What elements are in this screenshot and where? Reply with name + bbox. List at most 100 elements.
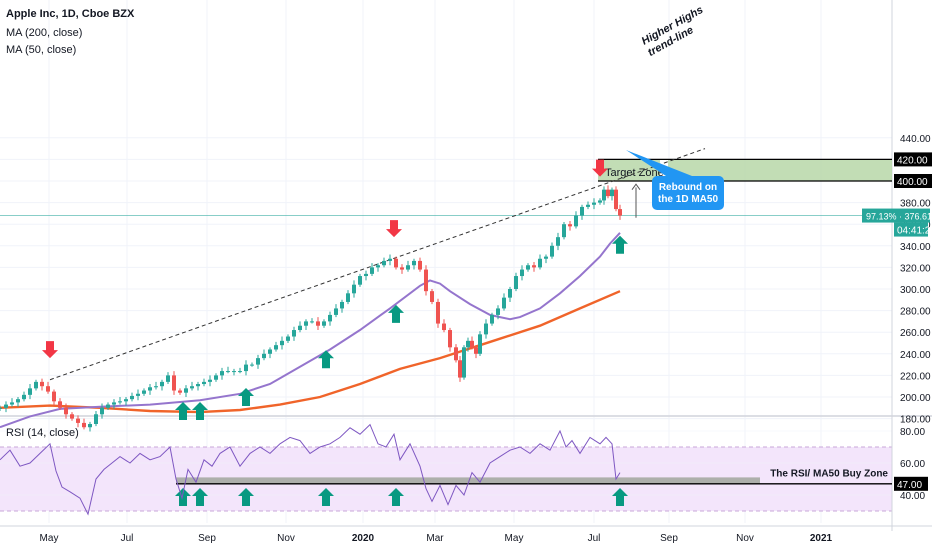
candle-body [184,388,188,393]
candle-body [550,245,554,257]
buy-arrow [175,402,191,421]
candle-body [196,384,200,387]
candle-body [34,381,38,389]
candle-body [436,301,440,324]
candle-body [310,321,314,323]
candle-body [118,401,122,403]
candle-body [274,345,278,350]
candle-body [454,347,458,361]
candle-body [520,269,524,277]
rsi-buy-arrow [175,488,191,506]
candle-body [250,364,254,366]
candle-body [466,340,470,348]
candle-body [334,308,338,315]
candle-body [292,330,296,337]
projection-arrow-head [631,183,641,190]
rsi-buy-arrow [192,488,208,506]
rsi-level-badge-text: 47.00 [897,480,922,491]
x-tick-label: Sep [198,533,216,544]
badge-420-bg [894,152,932,167]
rsi-level-badge: 47.00 [894,476,928,491]
rsi-tick-label: 60.00 [900,459,925,470]
candle-body [100,407,104,415]
x-tick-label: Mar [426,533,444,544]
candle-body [0,407,2,409]
x-tick-label: Sep [660,533,678,544]
countdown-badge-bg [894,222,928,237]
candle-body [532,265,536,268]
rebound-callout-box [652,176,724,210]
price-tick-label: 240.00 [900,350,931,361]
candle-body [442,323,446,331]
candle-body [40,381,44,387]
candle-body [580,206,584,216]
candle-body [412,260,416,266]
candle-body [376,265,380,268]
candle-body [94,414,98,424]
candle-body [4,404,8,408]
candle-body [484,323,488,335]
candle-body [508,289,512,298]
rsi-buy-zone-label: The RSI/ MA50 Buy Zone [770,468,888,479]
candle-body [614,189,618,210]
candle-body [448,330,452,348]
candle-body [538,258,542,268]
candle-body [148,387,152,391]
candle-body [352,284,356,294]
ma200-legend: MA (200, close) [6,27,83,39]
price-tick-label: 380.00 [900,199,931,210]
candle-body [490,314,494,324]
candle-body [370,267,374,274]
sell-arrow [42,341,58,359]
candle-body [400,267,404,270]
candle-body [598,200,602,203]
x-tick-label: Nov [736,533,754,544]
candle-body [478,334,482,354]
candle-body [64,407,68,415]
candle-body [46,386,50,392]
candle-body [112,402,116,405]
badge-420: 420.00 [894,152,932,167]
candle-body [424,269,428,292]
buy-arrow [192,402,208,421]
candle-body [382,260,386,266]
candle-body [340,301,344,309]
buy-arrow [318,350,334,369]
price-tick-label: 180.00 [900,415,931,426]
current-price-badge: 97.13% · 376.61 [862,208,932,223]
candle-body [232,371,236,373]
rsi-buy-zone [176,477,760,484]
candle-body [10,402,14,405]
candle-body [430,291,434,302]
price-tick-label: 320.00 [900,263,931,274]
candle-body [178,390,182,393]
rsi-legend: RSI (14, close) [6,427,79,439]
x-tick-label: Jul [588,533,601,544]
countdown-badge: 04:41:21 [894,222,932,237]
candle-body [226,371,230,373]
ma50-legend: MA (50, close) [6,44,77,56]
badge-420-text: 420.00 [897,155,928,166]
candle-body [606,189,610,197]
rsi-buy-arrow [318,488,334,506]
candle-body [618,209,622,216]
candle-body [172,375,176,391]
x-tick-label: Jul [121,533,134,544]
ma50-line [0,232,621,429]
x-tick-label: 2020 [352,533,375,544]
higher-highs-trendline [49,148,706,381]
candle-body [526,265,530,270]
ma200-line [0,290,621,414]
candle-body [562,224,566,238]
rsi-level-badge-bg [894,476,928,491]
candle-body [358,276,362,285]
countdown-badge-text: 04:41:21 [897,226,932,237]
candle-body [262,353,266,359]
candle-body [298,325,302,331]
badge-400: 400.00 [894,174,932,188]
candle-body [502,297,506,309]
x-tick-label: May [505,533,524,544]
sell-arrow [386,220,402,238]
